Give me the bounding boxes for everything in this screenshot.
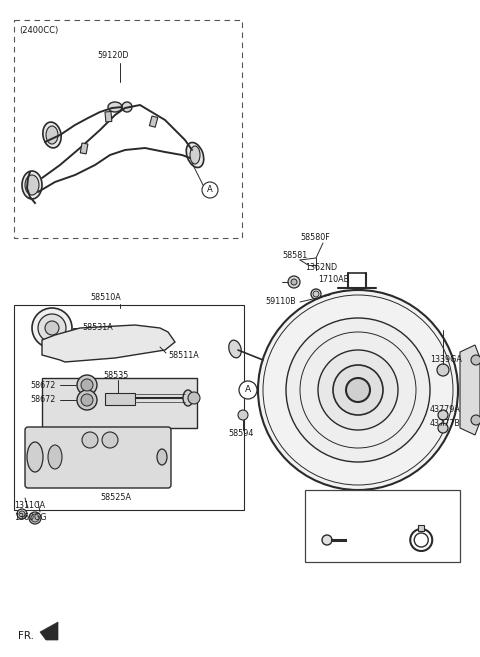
Text: 1360GG: 1360GG [14,514,47,522]
Circle shape [437,364,449,376]
Text: 43779A: 43779A [430,405,461,415]
Circle shape [313,291,319,297]
Circle shape [17,509,27,519]
Ellipse shape [186,143,204,168]
Circle shape [77,390,97,410]
Circle shape [238,410,248,420]
Text: 59120D: 59120D [97,51,129,60]
Circle shape [286,318,430,462]
Text: FR.: FR. [18,631,34,641]
Circle shape [438,410,448,420]
Ellipse shape [48,445,62,469]
Text: (2400CC): (2400CC) [19,26,58,35]
Circle shape [188,392,200,404]
Bar [418,525,424,531]
Text: 58525A: 58525A [100,493,131,501]
Circle shape [471,355,480,365]
Bar [305,490,460,562]
Polygon shape [42,325,175,362]
Bar [14,20,242,238]
Circle shape [438,423,448,433]
Text: 1362ND: 1362ND [305,263,337,273]
Text: 58535: 58535 [103,371,128,380]
Ellipse shape [122,102,132,112]
Text: 58511A: 58511A [168,350,199,359]
Ellipse shape [43,122,61,148]
Ellipse shape [229,340,241,358]
Circle shape [31,514,39,522]
Bar [105,393,135,405]
Text: 58581: 58581 [282,250,307,260]
Circle shape [322,535,332,545]
Ellipse shape [51,333,79,347]
Circle shape [102,432,118,448]
Circle shape [82,432,98,448]
Circle shape [291,279,297,285]
Ellipse shape [108,102,122,112]
Polygon shape [40,622,58,640]
Circle shape [32,308,72,348]
Text: 1472AM: 1472AM [405,499,438,509]
Text: 58510A: 58510A [90,294,121,302]
Ellipse shape [183,390,193,406]
Text: 58672: 58672 [30,396,55,405]
Bar [42,378,197,428]
Polygon shape [460,345,480,435]
Ellipse shape [27,442,43,472]
Ellipse shape [46,126,58,144]
FancyBboxPatch shape [25,427,171,488]
Text: 1339GA: 1339GA [430,355,462,365]
Circle shape [258,290,458,490]
Text: 58580F: 58580F [300,233,330,242]
Circle shape [333,365,383,415]
Circle shape [346,378,370,402]
Text: A: A [245,386,251,394]
Ellipse shape [157,449,167,465]
Circle shape [45,321,59,335]
Circle shape [202,182,218,198]
Text: 58594: 58594 [228,428,253,438]
Text: 1140EP: 1140EP [329,499,359,509]
Ellipse shape [25,175,39,195]
Ellipse shape [22,171,42,199]
Circle shape [318,350,398,430]
Circle shape [81,379,93,391]
Text: 58531A: 58531A [82,323,113,332]
Bar [149,116,158,127]
Circle shape [29,512,41,524]
Bar [14,305,244,510]
Text: A: A [207,185,213,194]
Text: 59110B: 59110B [265,298,296,307]
Circle shape [239,381,257,399]
Ellipse shape [190,146,200,164]
Circle shape [81,394,93,406]
Circle shape [471,415,480,425]
Circle shape [38,314,66,342]
Circle shape [77,375,97,395]
Text: 1710AB: 1710AB [318,275,349,284]
Bar [80,143,88,154]
Text: 1311CA: 1311CA [14,501,45,509]
Bar [105,112,112,122]
Text: 58672: 58672 [30,380,55,390]
Circle shape [288,276,300,288]
Text: 43777B: 43777B [430,419,461,428]
Circle shape [19,511,25,517]
